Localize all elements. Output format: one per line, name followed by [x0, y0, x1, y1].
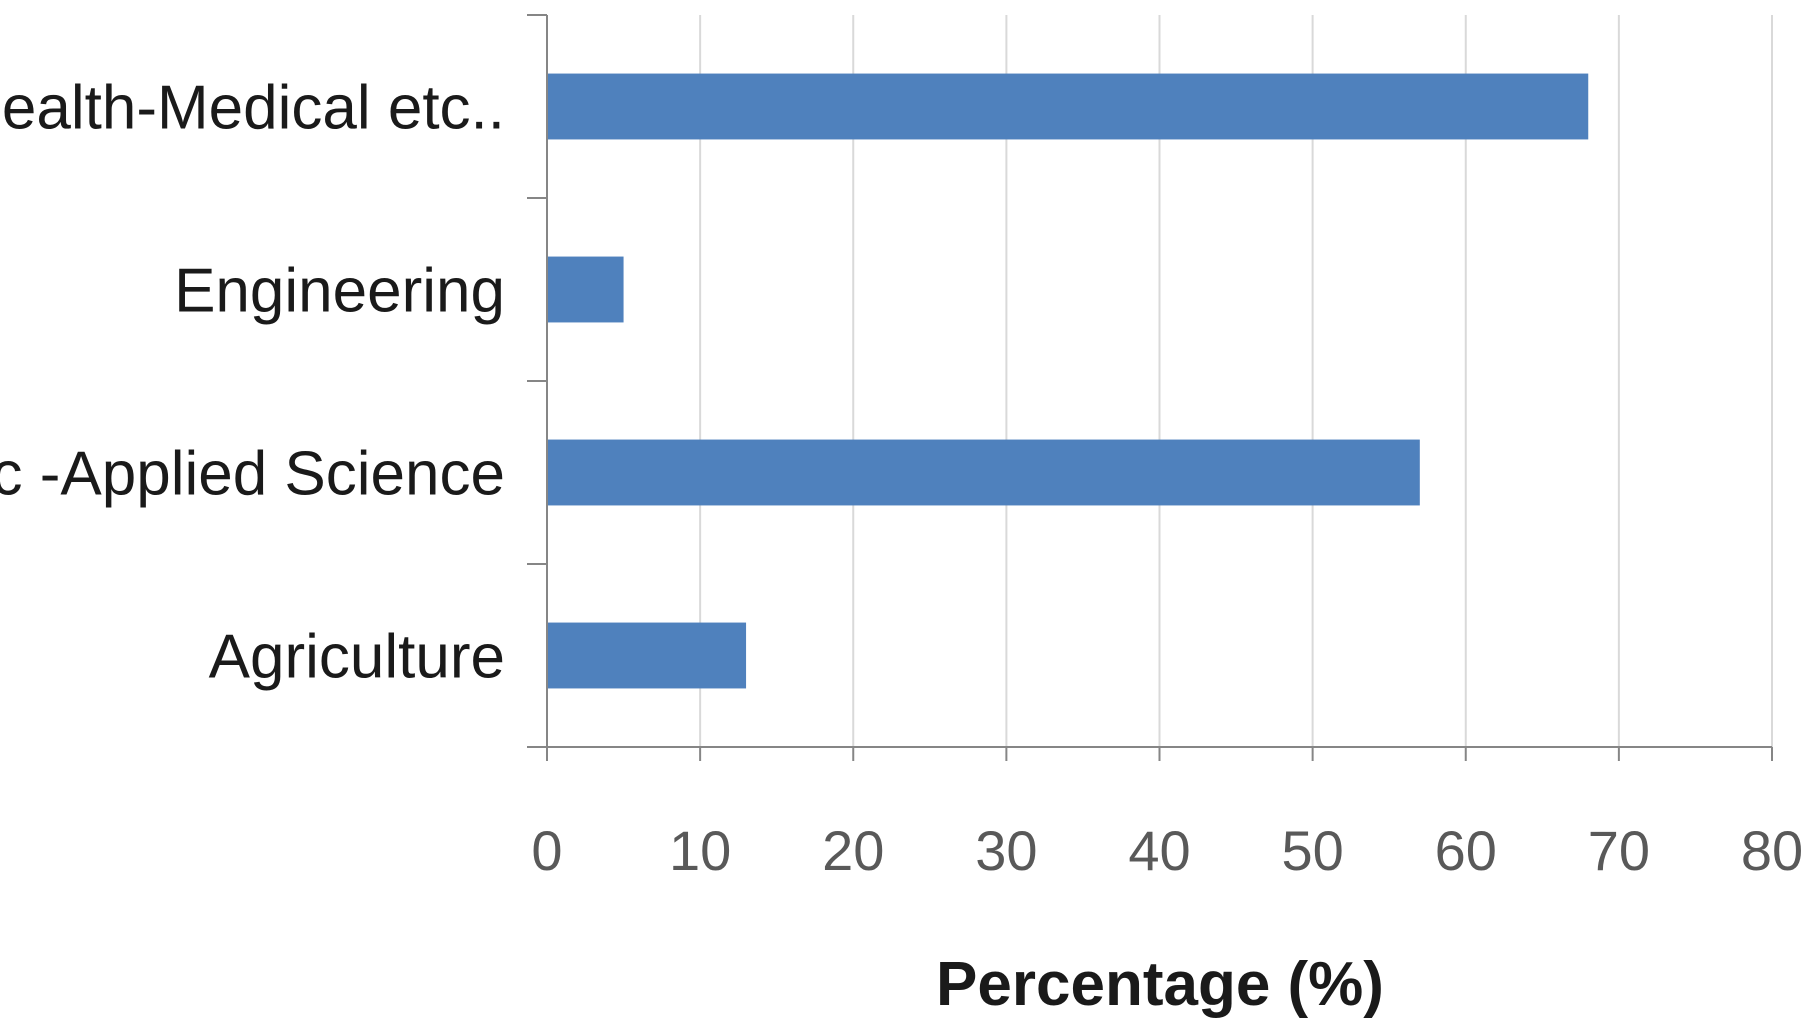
axes — [527, 14, 1773, 761]
category-label: Engineering — [174, 257, 505, 326]
bar — [547, 622, 747, 689]
bar — [547, 439, 1420, 506]
bar — [547, 73, 1589, 140]
x-tick-label: 70 — [1588, 819, 1650, 882]
x-tick-label: 0 — [531, 819, 562, 882]
x-tick-label: 20 — [822, 819, 884, 882]
bar — [547, 256, 624, 323]
x-tick-label: 10 — [669, 819, 731, 882]
x-tick-label: 30 — [975, 819, 1037, 882]
category-labels: Health-Medical etc.. Engineering Basic -Ap… — [0, 74, 505, 692]
category-label: Agriculture — [209, 623, 505, 692]
category-label: Basic -Applied Science — [0, 440, 505, 509]
x-tick-label: 40 — [1128, 819, 1190, 882]
x-tick-labels: 0 10 20 30 40 50 60 70 80 — [531, 819, 1803, 882]
x-tick-label: 80 — [1741, 819, 1803, 882]
category-label: Health-Medical etc.. — [0, 74, 505, 143]
x-axis-title: Percentage (%) — [936, 950, 1384, 1019]
bars — [547, 73, 1589, 689]
x-tick-label: 60 — [1435, 819, 1497, 882]
x-tick-label: 50 — [1281, 819, 1343, 882]
